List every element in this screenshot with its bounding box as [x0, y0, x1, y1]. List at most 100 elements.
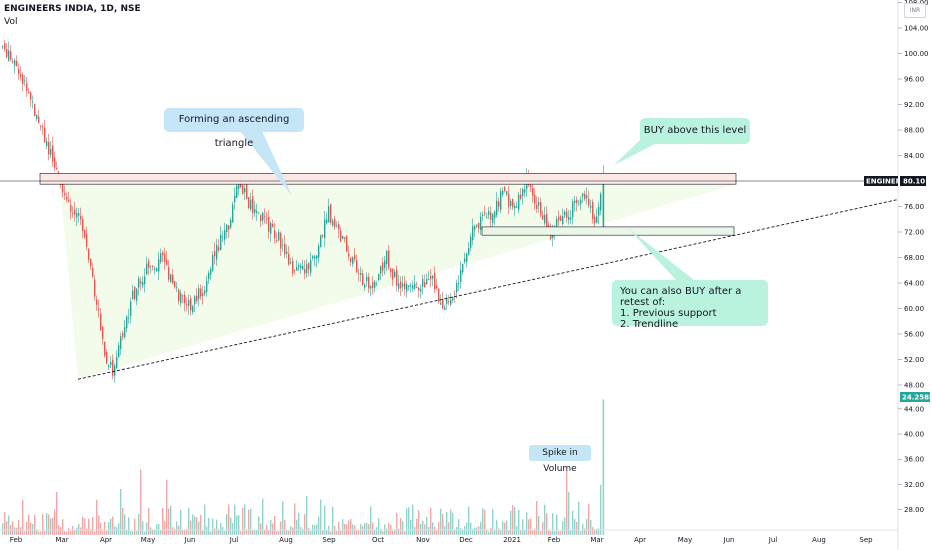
volume-bar: [518, 509, 520, 535]
candle-body: [452, 297, 454, 301]
volume-bar: [324, 505, 326, 535]
volume-tag-bg: [900, 392, 930, 402]
candle-body: [434, 272, 436, 290]
candle-body: [450, 299, 452, 305]
retest-callout[interactable]: You can also BUY after a retest of: 1. P…: [612, 280, 768, 330]
volume-bar: [534, 529, 536, 535]
volume-bar: [554, 531, 556, 535]
volume-bar: [494, 530, 496, 535]
volume-tick-label: 44.00: [904, 405, 924, 413]
candle-body: [202, 293, 204, 296]
volume-bar: [336, 531, 338, 535]
candle-body: [422, 278, 424, 287]
candle-body: [364, 284, 366, 288]
volume-bar: [530, 518, 532, 535]
candle-body: [68, 199, 70, 202]
volume-bar: [150, 527, 152, 535]
candle-body: [174, 281, 176, 288]
volume-bar: [236, 515, 238, 535]
buy-above-callout[interactable]: BUY above this level: [640, 118, 750, 144]
candle-body: [78, 213, 80, 216]
candle-body: [558, 216, 560, 221]
triangle-callout[interactable]: Forming an ascending triangle: [164, 108, 304, 149]
volume-bar: [322, 530, 324, 535]
volume-bar: [428, 527, 430, 535]
candle-body: [210, 268, 212, 275]
candle-body: [472, 226, 474, 240]
volume-bar: [100, 522, 102, 535]
candle-body: [40, 125, 42, 127]
candle-body: [142, 282, 144, 286]
candle-body: [360, 273, 362, 275]
candle-body: [380, 265, 382, 274]
volume-bar: [514, 506, 516, 535]
volume-bar: [460, 528, 462, 535]
candle-body: [120, 336, 122, 349]
price-tick-label: 76.00: [904, 203, 924, 211]
volume-bar: [306, 496, 308, 535]
currency-badge[interactable]: INR: [904, 3, 926, 18]
candle-body: [508, 193, 510, 207]
volume-bar: [594, 529, 596, 535]
volume-bar: [142, 521, 144, 535]
time-tick-label: 2021: [503, 536, 521, 544]
candle-body: [488, 211, 490, 216]
candle-body: [180, 292, 182, 304]
candle-body: [546, 213, 548, 229]
candle-body: [264, 216, 266, 218]
buy-callout-pointer: [614, 140, 655, 165]
candle-body: [200, 288, 202, 297]
volume-bar: [508, 530, 510, 535]
candle-body: [456, 283, 458, 293]
candle-body: [72, 212, 74, 214]
volume-bar: [18, 519, 20, 535]
volume-spike-callout[interactable]: Spike in Volume: [529, 445, 591, 474]
candle-body: [320, 235, 322, 248]
volume-bar: [50, 518, 52, 535]
candle-body: [154, 268, 156, 270]
volume-bar: [98, 515, 100, 535]
volume-bar: [48, 514, 50, 535]
candle-body: [352, 257, 354, 264]
volume-bar: [244, 504, 246, 535]
volume-bar: [6, 521, 8, 535]
symbol-title[interactable]: ENGINEERS INDIA, 1D, NSE: [4, 4, 141, 14]
candle-body: [416, 287, 418, 288]
volume-bar: [228, 504, 230, 535]
candle-body: [286, 251, 288, 254]
volume-bar: [122, 507, 124, 535]
candle-body: [562, 216, 564, 224]
volume-bar: [414, 526, 416, 535]
candle-body: [330, 204, 332, 223]
volume-bar: [280, 521, 282, 535]
volume-bar: [512, 505, 514, 535]
volume-bar: [410, 519, 412, 535]
candle-body: [424, 282, 426, 288]
volume-bar: [212, 518, 214, 535]
candle-body: [176, 286, 178, 288]
candle-body: [118, 345, 120, 358]
candle-body: [132, 290, 134, 300]
candle-body: [284, 243, 286, 255]
candle-body: [536, 204, 538, 209]
volume-bar: [374, 529, 376, 535]
volume-bar: [54, 509, 56, 535]
volume-bar: [360, 524, 362, 535]
volume-bar: [470, 522, 472, 535]
candle-body: [274, 230, 276, 239]
candle-body: [106, 352, 108, 364]
time-tick-label: Aug: [279, 536, 293, 544]
candle-body: [574, 200, 576, 203]
volume-bar: [504, 522, 506, 535]
volume-indicator-label[interactable]: Vol: [4, 17, 18, 27]
candle-body: [404, 282, 406, 289]
candle-body: [270, 223, 272, 234]
volume-bar: [556, 514, 558, 535]
volume-bar: [210, 531, 212, 535]
volume-bar: [160, 530, 162, 535]
price-tick-label: 68.00: [904, 254, 924, 262]
candle-body: [474, 226, 476, 230]
volume-bar: [106, 530, 108, 535]
candle-body: [322, 234, 324, 237]
